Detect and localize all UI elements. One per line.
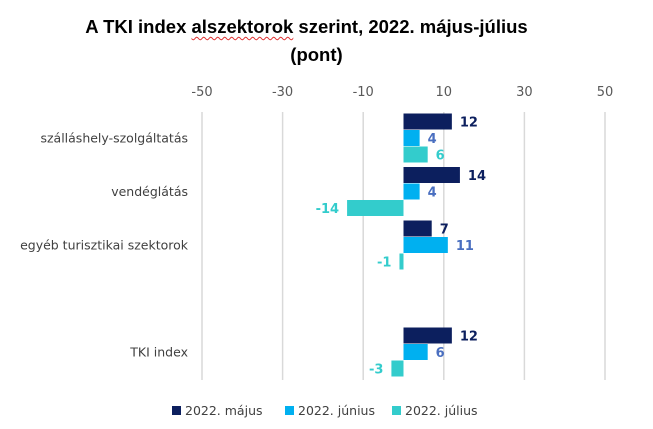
data-label: -1 — [377, 256, 391, 271]
chart-title: A TKI index alszektorok szerint, 2022. m… — [0, 16, 633, 38]
legend-swatch — [392, 406, 401, 415]
bar — [403, 344, 428, 360]
bar — [399, 253, 404, 270]
data-label: 6 — [436, 149, 445, 164]
bar — [391, 360, 404, 377]
bar — [347, 200, 404, 216]
legend-swatch — [172, 406, 181, 415]
data-label: 12 — [460, 116, 478, 131]
bar — [403, 183, 420, 200]
data-label: 14 — [468, 169, 486, 184]
bar — [403, 146, 428, 163]
x-tick-label: -50 — [191, 85, 212, 100]
data-label: 4 — [428, 186, 437, 201]
title-text: A TKI index — [85, 16, 192, 37]
data-label: -14 — [316, 202, 340, 217]
x-tick-label: 10 — [436, 85, 453, 100]
category-label: szálláshely-szolgáltatás — [40, 131, 188, 146]
bar — [403, 237, 448, 253]
bar — [403, 167, 460, 183]
category-label: TKI index — [129, 345, 188, 360]
category-label: vendéglátás — [111, 184, 188, 199]
x-tick-label: -30 — [272, 85, 293, 100]
bar — [403, 130, 420, 146]
x-tick-label: -10 — [353, 85, 374, 100]
data-label: -3 — [369, 363, 383, 378]
title-misspelled-word: alszektorok — [191, 16, 294, 37]
legend-label: 2022. június — [298, 403, 375, 418]
category-label: egyéb turisztikai szektorok — [20, 238, 189, 253]
legend-label: 2022. július — [405, 403, 478, 418]
chart-subtitle: (pont) — [290, 44, 343, 65]
bar — [403, 327, 452, 344]
data-label: 7 — [440, 223, 449, 238]
legend-swatch — [285, 406, 294, 415]
data-label: 12 — [460, 330, 478, 345]
data-label: 11 — [456, 239, 474, 254]
legend-label: 2022. május — [185, 403, 263, 418]
title-text: szerint, 2022. május-július — [293, 16, 528, 37]
bar — [403, 113, 452, 130]
data-label: 4 — [428, 132, 437, 147]
x-tick-label: 50 — [597, 85, 614, 100]
x-tick-label: 30 — [516, 85, 533, 100]
data-label: 6 — [436, 346, 445, 361]
bar — [403, 220, 432, 237]
